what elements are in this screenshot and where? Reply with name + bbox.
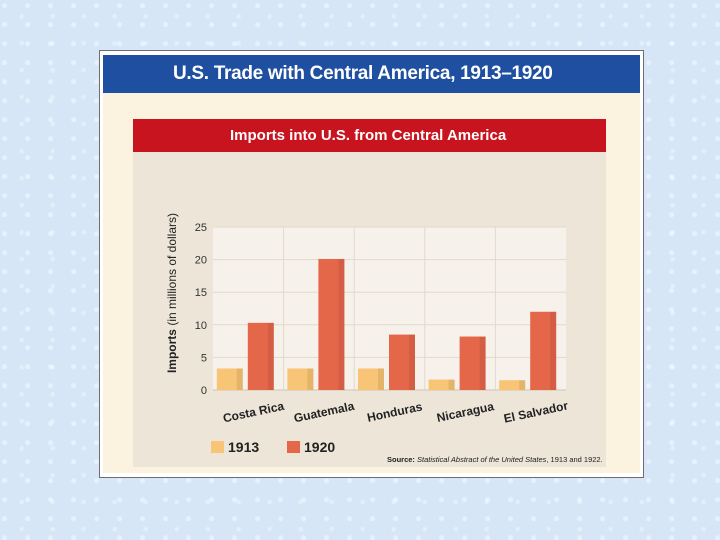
bar-1913-costa-rica	[216, 368, 243, 390]
legend-label-1913: 1913	[228, 439, 259, 455]
bar-shade	[448, 379, 455, 390]
bar-shade	[409, 334, 415, 390]
source-prefix: Source:	[387, 455, 417, 464]
title-bar: U.S. Trade with Central America, 1913–19…	[103, 55, 640, 93]
bar-1920-el-salvador	[530, 311, 557, 390]
y-tick-label: 10	[195, 320, 207, 332]
x-tick-label: Costa Rica	[222, 399, 286, 426]
bar-1913-honduras	[358, 368, 384, 390]
bar-shade	[550, 311, 557, 390]
legend: 1913 1920	[211, 439, 335, 455]
y-axis-label-rest: (in millions of dollars)	[165, 213, 179, 329]
bar-shade	[479, 336, 486, 390]
chart-title: Imports into U.S. from Central America	[230, 127, 507, 144]
bar-1920-guatemala	[318, 258, 345, 390]
bar-1920-costa-rica	[247, 322, 274, 390]
legend-swatch-1913	[211, 441, 224, 453]
chart-panel: U.S. Trade with Central America, 1913–19…	[103, 55, 640, 473]
bar-shade	[519, 380, 526, 390]
bar-1913-nicaragua	[428, 379, 455, 390]
bar-chart: 0 5 10 15 20 25 Costa Rica Guatemala Honduras Nic…	[165, 213, 603, 464]
bar-shade	[236, 368, 243, 390]
y-tick-label: 20	[195, 255, 207, 267]
y-tick-label: 25	[195, 222, 207, 234]
x-tick-label: Honduras	[366, 399, 424, 424]
source-note: Source: Statistical Abstract of the Unit…	[387, 455, 603, 464]
x-tick-label: Nicaragua	[435, 399, 495, 425]
source-title: Statistical Abstract of the United State…	[417, 455, 547, 464]
bar-1920-honduras	[389, 334, 415, 390]
bar-1913-guatemala	[287, 368, 314, 390]
page-title: U.S. Trade with Central America, 1913–19…	[173, 63, 553, 84]
bar-shade	[338, 258, 345, 390]
y-tick-label: 5	[201, 352, 207, 364]
legend-label-1920: 1920	[304, 439, 335, 455]
legend-swatch-1920	[287, 441, 300, 453]
chart-area: Imports into U.S. from Central America 0…	[133, 119, 606, 467]
y-axis-label: Imports (in millions of dollars)	[165, 213, 179, 373]
source-suffix: , 1913 and 1922.	[546, 455, 602, 464]
y-axis-label-bold: Imports	[165, 329, 179, 373]
x-tick-label: El Salvador	[502, 398, 569, 425]
bar-shade	[307, 368, 314, 390]
bar-shade	[378, 368, 384, 390]
y-tick-label: 15	[195, 287, 207, 299]
bar-shade	[267, 322, 274, 390]
x-tick-label: Guatemala	[293, 399, 356, 426]
y-tick-label: 0	[201, 385, 207, 397]
bar-1913-el-salvador	[499, 380, 526, 390]
chart-title-bar: Imports into U.S. from Central America	[133, 119, 606, 152]
bar-1920-nicaragua	[459, 336, 486, 390]
